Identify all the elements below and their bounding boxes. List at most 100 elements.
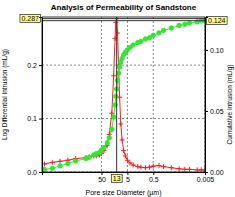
tick-mark: [39, 119, 42, 120]
data-point: [66, 161, 70, 165]
annotation-label: 13: [113, 175, 121, 182]
data-point: [125, 158, 130, 163]
plot: [42, 17, 205, 172]
plot-frame: [42, 17, 205, 172]
data-point: [87, 155, 92, 160]
tick: 0.0: [27, 169, 42, 176]
tick: 50: [98, 172, 106, 183]
axis-line: [39, 18, 43, 173]
tick-mark: [127, 172, 128, 175]
cursor-line: [42, 18, 205, 19]
tick-mark: [153, 172, 154, 175]
annotation-box: [20, 15, 41, 23]
data-point: [58, 159, 63, 164]
data-point: [139, 39, 143, 43]
data-point: [115, 78, 119, 82]
annotation-label: 0.287: [21, 15, 39, 22]
tick: 0.1: [27, 115, 42, 122]
plot-area: [42, 17, 205, 172]
tick-label: 0.1: [27, 115, 37, 122]
data-point: [115, 31, 120, 36]
data-point: [157, 31, 161, 35]
data-point: [111, 115, 115, 119]
data-point: [182, 167, 187, 172]
data-point: [169, 26, 173, 30]
data-point: [120, 137, 125, 142]
data-point: [157, 163, 162, 168]
tick-label: 0.10: [210, 47, 224, 54]
grid-line: [42, 118, 205, 119]
data-point: [183, 22, 187, 26]
data-point: [73, 159, 77, 163]
chart-title: Analysis of Permeability of Sandstone: [51, 3, 197, 12]
tick-mark: [205, 50, 208, 51]
data-point: [50, 166, 54, 170]
tick-label: 5: [126, 176, 130, 183]
series-line: [45, 19, 205, 170]
tick-label: 0.0: [27, 169, 37, 176]
grid-line: [153, 17, 154, 172]
data-point: [58, 164, 62, 168]
annotation-box: [111, 175, 122, 183]
data-point: [187, 21, 191, 25]
data-point: [131, 43, 135, 47]
tick: 5: [126, 172, 130, 183]
y2-axis-title: Cumulative Intrusion (mL/g): [226, 65, 234, 145]
tick-label: 50: [98, 176, 106, 183]
tick-label: 0.005: [197, 176, 215, 183]
tick-mark: [205, 172, 208, 173]
x-axis-title: Pore size Diameter (µm): [86, 189, 162, 197]
data-point: [135, 164, 140, 169]
axis: 0.0 0.1 0.2: [27, 18, 42, 176]
cursor-line: [116, 17, 117, 172]
annotation-label: 0.124: [208, 17, 226, 24]
data-point: [107, 136, 111, 140]
data-point: [143, 165, 148, 170]
data-point: [117, 65, 121, 69]
tick: 0.2: [27, 62, 42, 69]
data-point: [187, 167, 192, 172]
data-point: [123, 153, 128, 158]
series-line: [45, 21, 205, 170]
axis: 50 5 0.5 0.005: [43, 172, 215, 183]
grid: [42, 17, 205, 172]
data-point: [161, 28, 165, 32]
axis: 0.00 0.05 0.10: [205, 18, 224, 176]
data-point: [114, 94, 118, 98]
data-point: [161, 164, 166, 169]
data-point: [177, 166, 182, 171]
tick: 0.00: [205, 169, 224, 176]
annotations: 13 0.287 0.124: [20, 15, 227, 183]
data-point: [138, 165, 143, 170]
axis-line: [43, 173, 206, 176]
data-point: [151, 33, 155, 37]
data-point: [102, 145, 106, 149]
tick-label: 0.2: [27, 62, 37, 69]
grid-line: [42, 65, 205, 66]
tick-mark: [39, 65, 42, 66]
data-point: [121, 148, 126, 153]
tick: 0.05: [205, 108, 224, 115]
tick: 0.10: [205, 47, 224, 54]
data-point: [105, 141, 109, 145]
cursor-line: [42, 20, 205, 21]
data-point: [118, 121, 123, 126]
tick-label: 0.05: [210, 108, 224, 115]
annotation-box: [207, 17, 228, 25]
tick: 0.5: [149, 172, 159, 183]
chart: 13 0.287 0.124 50 5 0.5 0.005 0.0 0.1 0.2 0.00 0.05…: [0, 0, 235, 197]
data-point: [50, 160, 55, 165]
data-point: [111, 73, 116, 78]
data-point: [151, 164, 156, 169]
data-point: [87, 155, 91, 159]
data-point: [131, 163, 136, 168]
tick-mark: [102, 172, 103, 175]
tick-label: 0.00: [210, 169, 224, 176]
axis-line: [206, 18, 209, 173]
data-point: [147, 165, 152, 170]
grid-line: [127, 17, 128, 172]
data-point: [169, 165, 174, 170]
tick-mark: [39, 172, 42, 173]
tick-mark: [205, 111, 208, 112]
y-axis-title: Log Differential Intrusion (mL/g): [1, 49, 9, 140]
